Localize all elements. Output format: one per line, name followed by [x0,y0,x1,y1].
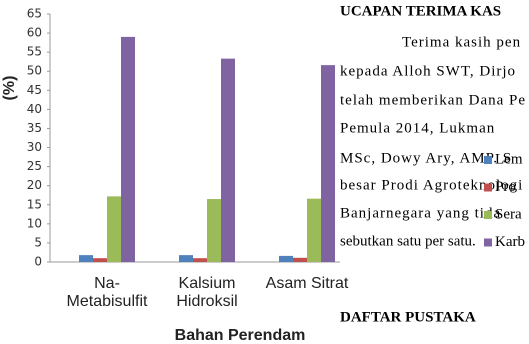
bar [221,58,235,262]
heading: DAFTAR PUSTAKA [340,309,476,325]
bar [107,196,121,262]
x-tick-label: Na-Metabisulfit [67,275,148,310]
x-tick-label-line: Metabisulfit [67,293,148,310]
bar [193,258,207,262]
bar [321,65,335,262]
legend-swatch [484,238,492,247]
text-line: Banjarnegara yang tida [340,205,501,221]
y-axis-label: (%) [1,76,18,101]
y-tick-label: 10 [27,216,42,230]
x-tick-label-line: Na- [94,275,120,292]
text-line: kepada Alloh SWT, Dirjo [340,63,516,79]
legend-swatch [484,211,492,219]
x-tick-label-line: Kalsium [179,275,236,292]
bar [307,198,321,262]
x-tick-label-line: Hidroksil [176,293,237,310]
legend-label: Karb [495,234,525,250]
bar [121,36,135,263]
bar [179,255,193,262]
text-line: sebutkan satu per satu. [340,233,476,249]
legend-label: Lem [495,151,523,167]
x-tick-label: Asam Sitrat [266,275,349,292]
y-tick-label: 0 [34,255,42,269]
y-tick-label: 40 [27,102,42,116]
y-tick-label: 60 [27,26,42,40]
legend-swatch [484,156,492,164]
bar [93,258,107,262]
y-tick-label: 30 [27,140,42,154]
x-axis-label: Bahan Perendam [175,327,306,344]
bar [79,255,93,262]
y-tick-label: 25 [27,159,42,173]
legend-label: Pro [495,179,516,195]
y-tick-label: 55 [27,45,42,59]
y-tick-label: 50 [27,64,42,78]
bar [207,199,221,262]
legend-swatch [484,183,492,192]
y-tick-label: 45 [27,83,42,97]
text-line: besar Prodi Agroteknologi [340,177,523,193]
bar [279,255,293,262]
heading: UCAPAN TERIMA KAS [340,3,501,19]
y-tick-label: 20 [27,178,42,192]
text-line: MSc, Dowy Ary, AMP. S [340,150,512,166]
y-tick-label: 15 [27,197,42,211]
text-line: Terima kasih pen [402,34,521,50]
x-tick-label-line: Asam Sitrat [266,275,349,292]
text-line: telah memberikan Dana Pe [340,92,526,108]
x-tick-label: Kalsium Hidroksil [176,275,237,310]
y-tick-label: 35 [27,121,42,135]
y-tick-label: 5 [34,235,42,249]
bar [293,257,307,262]
text-line: Pemula 2014, Lukman [340,120,495,136]
y-tick-label: 65 [27,7,42,21]
legend-label: Sera [495,206,522,222]
